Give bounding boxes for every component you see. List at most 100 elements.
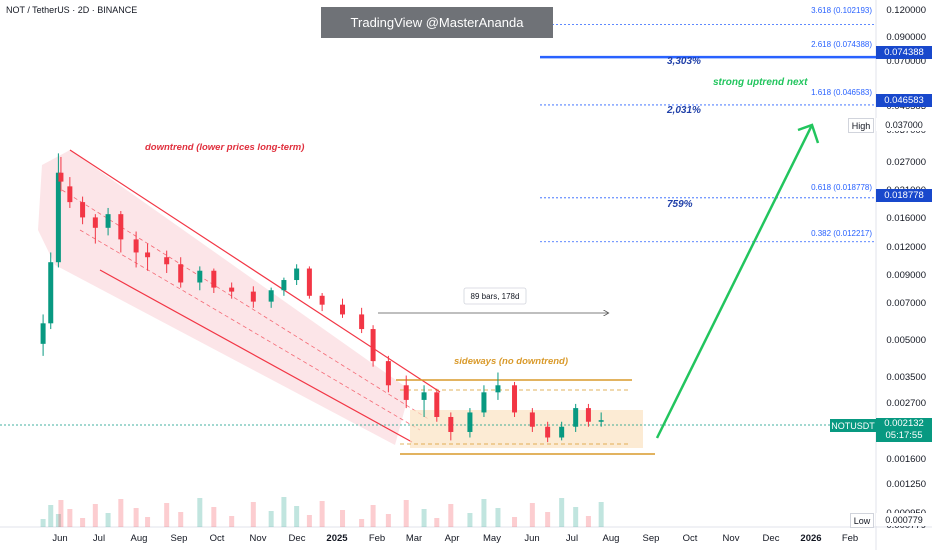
volume-bar bbox=[268, 511, 274, 527]
volume-bar bbox=[467, 513, 473, 527]
volume-bar bbox=[197, 498, 203, 527]
candle-body bbox=[421, 392, 427, 400]
time-tick-label: Jun bbox=[524, 533, 540, 544]
volume-bar bbox=[211, 507, 217, 527]
time-tick-label: Nov bbox=[249, 533, 267, 544]
volume-bar bbox=[319, 501, 325, 527]
candle-body bbox=[585, 408, 591, 422]
time-tick-label: Dec bbox=[762, 533, 780, 544]
time-tick-label: Apr bbox=[444, 533, 460, 544]
time-tick-label: Nov bbox=[722, 533, 740, 544]
candle-body bbox=[495, 385, 501, 393]
volume-bar bbox=[495, 508, 501, 527]
price-tick-label: 0.009000 bbox=[886, 270, 926, 281]
volume-bar bbox=[370, 505, 376, 527]
volume-bar bbox=[598, 502, 604, 527]
price-tick-label: 0.012000 bbox=[886, 242, 926, 253]
candle-body bbox=[55, 172, 61, 263]
volume-bar bbox=[178, 512, 184, 527]
fib-label-3618: 3.618 (0.102193) bbox=[811, 6, 872, 15]
volume-bar bbox=[448, 504, 454, 527]
price-tick-label: 0.090000 bbox=[886, 32, 926, 43]
volume-bar bbox=[58, 500, 64, 527]
fib-label-2618: 2.618 (0.074388) bbox=[811, 40, 872, 49]
candle-body bbox=[67, 186, 73, 203]
candle-body bbox=[598, 420, 604, 422]
candle-body bbox=[403, 385, 409, 400]
low-label: Low bbox=[850, 513, 874, 528]
fib-lines bbox=[540, 24, 876, 243]
time-tick-label: Sep bbox=[642, 533, 660, 544]
candle-body bbox=[133, 239, 139, 253]
volume-bar bbox=[512, 517, 518, 527]
time-tick-label: Mar bbox=[405, 533, 423, 544]
channel-mid-line-1 bbox=[61, 189, 431, 421]
candle-body bbox=[512, 385, 518, 413]
volume-bar bbox=[48, 505, 54, 527]
symbol-title: NOT / TetherUS · 2D · BINANCE bbox=[6, 5, 138, 15]
candle-body bbox=[58, 172, 64, 182]
high-label: High bbox=[848, 118, 874, 133]
volume-bar bbox=[92, 504, 98, 527]
fib-2618-price-tag: 0.074388 bbox=[876, 46, 932, 59]
watermark: TradingView @MasterAnanda bbox=[321, 7, 553, 38]
time-tick-label: Aug bbox=[130, 533, 148, 544]
uptrend-arrowhead bbox=[797, 123, 820, 144]
price-tick-label: 0.016000 bbox=[886, 213, 926, 224]
candle-body bbox=[529, 412, 535, 427]
volume-bar bbox=[40, 519, 46, 527]
candle-body bbox=[306, 268, 312, 296]
volume-bar bbox=[585, 516, 591, 527]
volume-bar bbox=[250, 502, 256, 527]
volume-bar bbox=[281, 497, 287, 527]
fib-1618-price-tag: 0.046583 bbox=[876, 94, 932, 107]
volume-bar bbox=[359, 519, 365, 527]
last-price-tag: 0.002132 bbox=[876, 418, 932, 430]
candle-body bbox=[211, 270, 217, 288]
time-tick-label: Dec bbox=[288, 533, 306, 544]
price-tick-label: 0.027000 bbox=[886, 157, 926, 168]
fib-label-0382: 0.382 (0.012217) bbox=[811, 229, 872, 238]
high-value: 0.037000 bbox=[876, 118, 932, 131]
candle-body bbox=[319, 295, 325, 305]
downtrend-channel-fill bbox=[38, 150, 410, 445]
uptrend-label: strong uptrend next bbox=[713, 77, 808, 88]
volume-bar bbox=[481, 499, 487, 527]
candle-body bbox=[164, 257, 170, 265]
volume-bar bbox=[133, 508, 139, 527]
candle-body bbox=[229, 287, 235, 292]
time-tick-label: Jul bbox=[565, 533, 579, 544]
time-tick-label: Oct bbox=[682, 533, 698, 544]
candles bbox=[40, 153, 604, 443]
time-tick-label: Feb bbox=[841, 533, 859, 544]
candle-body bbox=[105, 214, 111, 228]
volume-bar bbox=[105, 513, 111, 527]
volume-bar bbox=[385, 514, 391, 527]
volume-bar bbox=[434, 518, 440, 527]
volume-bar bbox=[421, 509, 427, 527]
pct-759: 759% bbox=[667, 199, 693, 210]
price-tick-label: 0.001600 bbox=[886, 454, 926, 465]
volume-bar bbox=[545, 512, 551, 527]
candle-body bbox=[268, 290, 274, 302]
time-tick-label: 2026 bbox=[800, 533, 822, 544]
downtrend-label: downtrend (lower prices long-term) bbox=[145, 142, 304, 153]
volume-bar bbox=[559, 498, 565, 527]
time-tick-label: Sep bbox=[170, 533, 188, 544]
candle-body bbox=[80, 202, 86, 218]
uptrend-arrow bbox=[655, 124, 814, 439]
price-tick-label: 0.007000 bbox=[886, 298, 926, 309]
volume-bar bbox=[229, 516, 235, 527]
volume-bar bbox=[80, 518, 86, 527]
sideways-box bbox=[410, 410, 643, 448]
candle-body bbox=[545, 426, 551, 438]
channel-mid-line-2 bbox=[79, 229, 421, 431]
sideways-label: sideways (no downtrend) bbox=[454, 356, 568, 367]
candle-body bbox=[118, 214, 124, 240]
channel-lower-line bbox=[99, 269, 413, 443]
candle-body bbox=[178, 264, 184, 283]
fib-0618-price-tag: 0.018778 bbox=[876, 189, 932, 202]
volume-bar bbox=[294, 506, 300, 527]
candle-body bbox=[559, 426, 565, 438]
